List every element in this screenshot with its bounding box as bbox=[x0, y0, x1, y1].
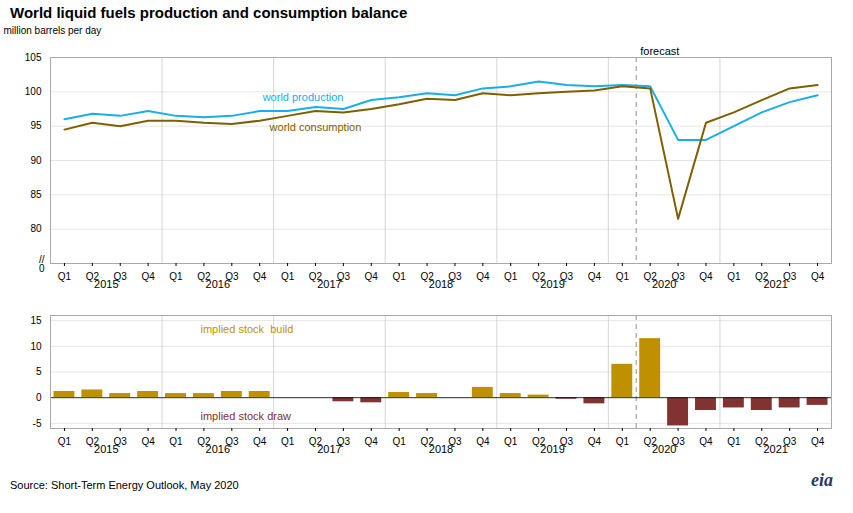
svg-text:Q3: Q3 bbox=[113, 435, 127, 447]
svg-text:Q1: Q1 bbox=[169, 436, 183, 447]
svg-text:2018: 2018 bbox=[429, 278, 453, 290]
svg-text:2016: 2016 bbox=[206, 443, 230, 455]
svg-text:Q1: Q1 bbox=[616, 271, 630, 282]
svg-text:Q3: Q3 bbox=[225, 435, 239, 447]
svg-text:Q4: Q4 bbox=[253, 436, 267, 447]
svg-text:95: 95 bbox=[30, 120, 42, 131]
svg-text:Q1: Q1 bbox=[58, 436, 72, 447]
svg-text:Q3: Q3 bbox=[559, 435, 574, 447]
svg-text:Q4: Q4 bbox=[588, 436, 602, 447]
svg-text:Q1: Q1 bbox=[392, 436, 406, 447]
svg-text:2015: 2015 bbox=[94, 443, 118, 455]
svg-text:Q3: Q3 bbox=[336, 435, 350, 447]
svg-text:10: 10 bbox=[30, 341, 42, 352]
svg-text:Q2: Q2 bbox=[532, 270, 546, 282]
svg-text:Q1: Q1 bbox=[169, 271, 183, 282]
svg-text:Q1: Q1 bbox=[504, 436, 518, 447]
svg-text:Q4: Q4 bbox=[699, 436, 713, 447]
svg-text:Q1: Q1 bbox=[281, 436, 295, 447]
svg-text:Q3: Q3 bbox=[671, 270, 685, 282]
svg-text:Q4: Q4 bbox=[476, 271, 490, 282]
svg-text:Q2: Q2 bbox=[420, 270, 434, 282]
svg-text:Q4: Q4 bbox=[699, 271, 713, 282]
svg-text:Q2: Q2 bbox=[643, 270, 657, 282]
svg-text:Q4: Q4 bbox=[811, 271, 825, 282]
svg-text:0: 0 bbox=[39, 263, 45, 274]
svg-text:implied stock draw: implied stock draw bbox=[201, 410, 292, 422]
svg-text:Q2: Q2 bbox=[532, 435, 546, 447]
svg-text:Q4: Q4 bbox=[588, 271, 602, 282]
svg-text:forecast: forecast bbox=[640, 45, 679, 57]
svg-text:90: 90 bbox=[30, 155, 42, 166]
svg-text:85: 85 bbox=[30, 189, 42, 200]
svg-text:Q2: Q2 bbox=[85, 435, 99, 447]
svg-text:implied stock build: implied stock build bbox=[201, 323, 294, 335]
svg-text:5: 5 bbox=[36, 366, 42, 377]
svg-text:Q2: Q2 bbox=[197, 270, 211, 282]
svg-text:2017: 2017 bbox=[317, 278, 341, 290]
svg-text:Q2: Q2 bbox=[85, 270, 99, 282]
svg-text:2018: 2018 bbox=[429, 443, 453, 455]
svg-text:2017: 2017 bbox=[317, 443, 341, 455]
svg-text:Q4: Q4 bbox=[811, 436, 825, 447]
svg-text:2021: 2021 bbox=[763, 443, 787, 455]
html-text:World liquid fuels production: World liquid fuels production and consum… bbox=[10, 4, 408, 21]
svg-text:Q3: Q3 bbox=[783, 435, 797, 447]
svg-text:Q3: Q3 bbox=[448, 270, 462, 282]
svg-text:-5: -5 bbox=[33, 418, 42, 429]
svg-text:Q4: Q4 bbox=[141, 436, 155, 447]
svg-text:Q3: Q3 bbox=[448, 435, 462, 447]
svg-text:Q2: Q2 bbox=[197, 435, 211, 447]
svg-text:Q4: Q4 bbox=[141, 271, 155, 282]
svg-text:Q4: Q4 bbox=[365, 271, 379, 282]
svg-text:2021: 2021 bbox=[763, 278, 787, 290]
svg-text:Q2: Q2 bbox=[755, 435, 769, 447]
svg-text:Q3: Q3 bbox=[783, 270, 797, 282]
svg-text:Q2: Q2 bbox=[643, 435, 657, 447]
svg-text:Q1: Q1 bbox=[727, 436, 741, 447]
svg-text:2020: 2020 bbox=[652, 443, 676, 455]
svg-text:Q4: Q4 bbox=[476, 436, 490, 447]
svg-text:2016: 2016 bbox=[206, 278, 230, 290]
svg-text:100: 100 bbox=[25, 86, 42, 97]
svg-text:Q4: Q4 bbox=[365, 436, 379, 447]
svg-text:2015: 2015 bbox=[94, 278, 118, 290]
svg-text:80: 80 bbox=[30, 223, 42, 234]
svg-text:Q2: Q2 bbox=[755, 270, 769, 282]
svg-text:Q4: Q4 bbox=[253, 271, 267, 282]
svg-text:15: 15 bbox=[30, 315, 42, 326]
svg-text:Q2: Q2 bbox=[308, 435, 323, 447]
svg-text:Q1: Q1 bbox=[504, 271, 518, 282]
svg-text:2019: 2019 bbox=[540, 278, 564, 290]
svg-text:Q3: Q3 bbox=[559, 270, 574, 282]
svg-text:world production: world production bbox=[262, 91, 344, 103]
svg-text:Q1: Q1 bbox=[281, 271, 295, 282]
svg-text:Q3: Q3 bbox=[336, 270, 350, 282]
svg-text:2020: 2020 bbox=[652, 278, 676, 290]
svg-text:Q2: Q2 bbox=[308, 270, 323, 282]
svg-text:Q3: Q3 bbox=[671, 435, 685, 447]
svg-text:Q3: Q3 bbox=[113, 270, 127, 282]
svg-text:Q1: Q1 bbox=[616, 436, 630, 447]
svg-text:Q1: Q1 bbox=[727, 271, 741, 282]
svg-text:105: 105 bbox=[25, 52, 42, 63]
svg-text:Q2: Q2 bbox=[420, 435, 434, 447]
svg-text:Q3: Q3 bbox=[225, 270, 239, 282]
svg-text:Q1: Q1 bbox=[392, 271, 406, 282]
svg-text:Q1: Q1 bbox=[58, 271, 72, 282]
html-text:eia: eia bbox=[811, 470, 833, 490]
svg-text:million barrels per day: million barrels per day bbox=[4, 25, 102, 36]
html-text:Source: Short-Term Energy Outl: Source: Short-Term Energy Outlook, May 2… bbox=[10, 479, 239, 491]
svg-text:0: 0 bbox=[36, 392, 42, 403]
svg-text:2019: 2019 bbox=[540, 443, 564, 455]
svg-text:world consumption: world consumption bbox=[269, 121, 362, 133]
